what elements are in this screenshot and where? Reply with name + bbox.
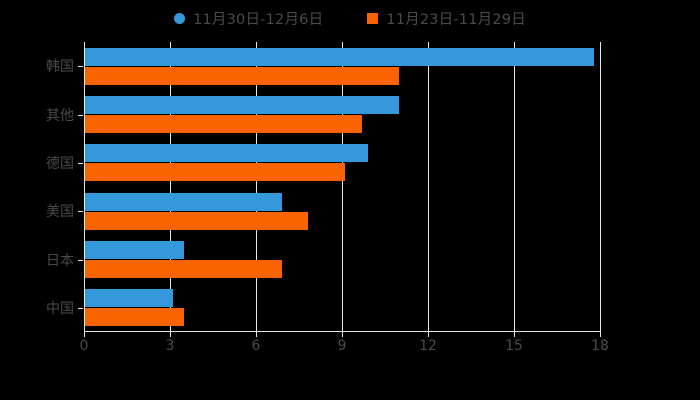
x-axis-tick bbox=[514, 332, 515, 337]
chart-legend: 11月30日-12月6日 11月23日-11月29日 bbox=[0, 6, 700, 30]
x-axis-label: 12 bbox=[419, 338, 437, 354]
bar[interactable] bbox=[84, 308, 185, 327]
x-axis-tick bbox=[84, 332, 85, 337]
bar[interactable] bbox=[84, 95, 400, 114]
y-axis-label: 韩国 bbox=[46, 59, 74, 76]
x-axis-tick bbox=[600, 332, 601, 337]
plot-area bbox=[84, 42, 601, 332]
y-axis-label: 日本 bbox=[46, 252, 74, 269]
x-axis-tick bbox=[428, 332, 429, 337]
y-axis-label: 德国 bbox=[46, 155, 74, 172]
y-axis-tick bbox=[78, 162, 83, 164]
bar[interactable] bbox=[84, 211, 308, 230]
bar[interactable] bbox=[84, 240, 185, 259]
x-axis-label: 15 bbox=[505, 338, 523, 354]
bar-group bbox=[84, 42, 600, 90]
y-axis-label: 美国 bbox=[46, 204, 74, 221]
bar[interactable] bbox=[84, 259, 282, 278]
x-axis-line bbox=[84, 331, 600, 332]
x-axis-tick bbox=[342, 332, 343, 337]
x-axis-label: 9 bbox=[337, 338, 347, 354]
gridline bbox=[600, 42, 601, 332]
bar[interactable] bbox=[84, 47, 595, 66]
bar-group bbox=[84, 235, 600, 283]
y-axis-tick bbox=[78, 114, 83, 116]
bar[interactable] bbox=[84, 163, 345, 182]
bar-group bbox=[84, 90, 600, 138]
bar-groups bbox=[84, 42, 600, 332]
y-axis-label: 中国 bbox=[46, 300, 74, 317]
y-axis-line bbox=[84, 42, 85, 332]
y-axis-tick bbox=[78, 66, 83, 68]
x-axis-label: 3 bbox=[165, 338, 175, 354]
bar-group bbox=[84, 284, 600, 332]
bar[interactable] bbox=[84, 144, 368, 163]
bar[interactable] bbox=[84, 114, 363, 133]
legend-marker-square-icon bbox=[367, 12, 379, 24]
x-axis-label: 18 bbox=[591, 338, 609, 354]
bar[interactable] bbox=[84, 66, 400, 85]
y-axis-label: 其他 bbox=[46, 107, 74, 124]
bar[interactable] bbox=[84, 192, 282, 211]
bar-group bbox=[84, 139, 600, 187]
legend-marker-circle-icon bbox=[174, 12, 186, 24]
bar-group bbox=[84, 187, 600, 235]
y-axis-tick bbox=[78, 259, 83, 261]
x-axis: 0 3 6 9 12 15 18 bbox=[80, 332, 609, 362]
bar[interactable] bbox=[84, 289, 173, 308]
x-axis-label: 0 bbox=[79, 338, 89, 354]
x-axis-label: 6 bbox=[251, 338, 261, 354]
y-axis-tick bbox=[78, 211, 83, 213]
legend-label: 11月23日-11月29日 bbox=[386, 11, 526, 28]
y-axis-tick bbox=[78, 307, 83, 309]
x-axis-tick bbox=[256, 332, 257, 337]
legend-entry[interactable]: 11月23日-11月29日 bbox=[367, 8, 526, 29]
x-axis-tick bbox=[170, 332, 171, 337]
y-axis: 中国 日本 美国 德国 其他 韩国 bbox=[0, 42, 83, 332]
legend-entry[interactable]: 11月30日-12月6日 bbox=[174, 8, 323, 29]
legend-label: 11月30日-12月6日 bbox=[193, 11, 324, 28]
